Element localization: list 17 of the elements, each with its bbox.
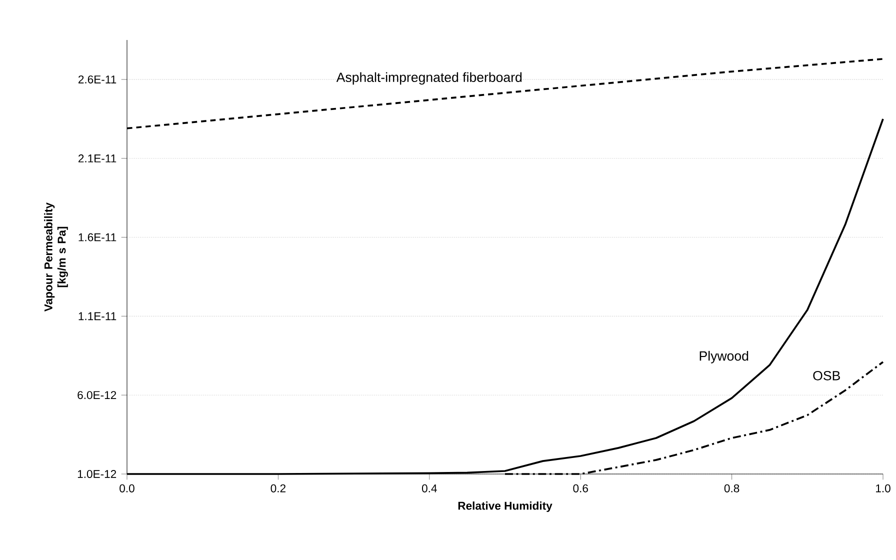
series-label: Asphalt-impregnated fiberboard bbox=[336, 72, 522, 85]
y-tick-label: 2.6E-11 bbox=[78, 75, 116, 84]
series-label: OSB bbox=[813, 370, 840, 380]
x-tick-label: 1.0 bbox=[876, 484, 890, 492]
y-tick-label: 1.0E-12 bbox=[78, 470, 116, 478]
series-label: Plywood bbox=[700, 350, 748, 364]
y-axis-title: Vapour Permeability [kg/m s Pa] bbox=[44, 202, 68, 312]
x-tick-label: 0.0 bbox=[120, 484, 134, 492]
y-tick-label: 1.6E-11 bbox=[78, 233, 116, 242]
x-tick-label: 0.6 bbox=[573, 484, 588, 492]
x-tick-label: 0.8 bbox=[724, 484, 740, 492]
y-tick-label: 6.0E-12 bbox=[78, 391, 116, 400]
y-tick-label: 1.1E-11 bbox=[78, 312, 116, 320]
y-tick-label: 2.1E-11 bbox=[78, 154, 116, 162]
x-tick-label: 0.4 bbox=[422, 484, 437, 492]
x-tick-label: 0.2 bbox=[270, 484, 286, 492]
x-axis-title: Relative Humidity bbox=[458, 501, 552, 512]
